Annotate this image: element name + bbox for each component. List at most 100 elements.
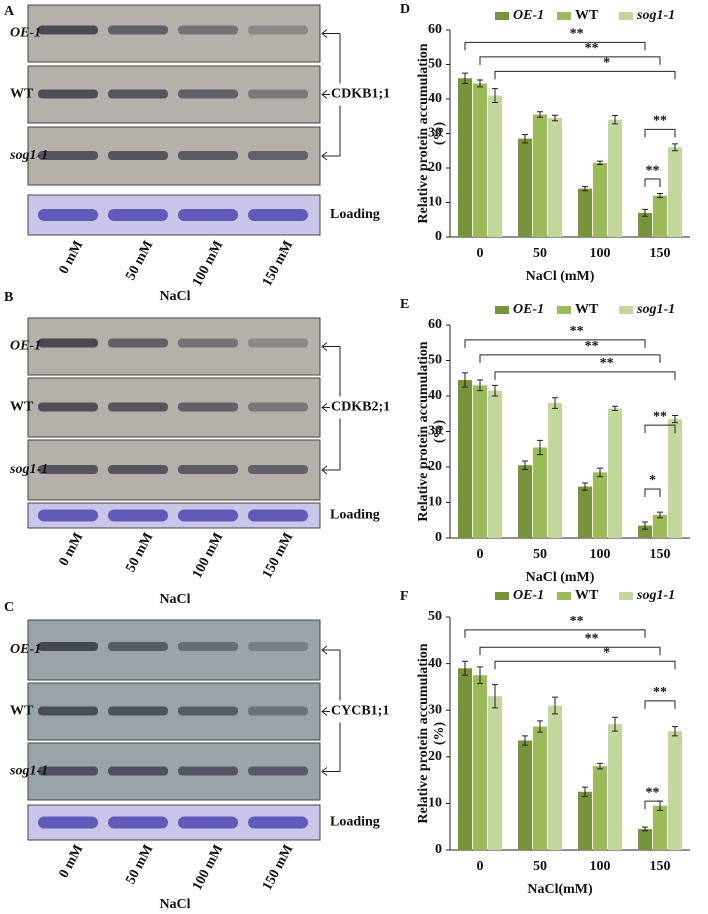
significance-bracket — [644, 424, 676, 434]
legend-label: sog1-1 — [636, 588, 675, 603]
blot-band — [38, 706, 98, 716]
blot-band — [38, 402, 98, 412]
bar — [653, 195, 667, 237]
error-bar — [657, 511, 663, 519]
blot-band — [108, 642, 168, 651]
blot-xlabel: NaCl — [159, 592, 190, 607]
lane-label: 0 mM — [57, 238, 87, 276]
x-tick-label: 100 — [590, 246, 611, 261]
arrow — [321, 151, 340, 161]
y-axis-label: (%) — [432, 122, 447, 146]
significance-bracket — [494, 371, 676, 380]
y-tick-label: 0 — [435, 530, 442, 545]
blot-band — [38, 25, 98, 35]
x-tick-label: 150 — [650, 246, 671, 261]
y-tick-label: 50 — [428, 57, 442, 72]
panel-label: A — [4, 4, 15, 19]
y-tick-label: 20 — [428, 160, 442, 175]
significance-bracket — [464, 629, 646, 638]
y-tick-label: 0 — [435, 842, 442, 857]
arrow — [321, 90, 330, 99]
bar — [533, 447, 547, 538]
error-bar — [522, 134, 528, 144]
blot-band — [108, 25, 168, 35]
bar — [668, 147, 682, 237]
lane-label: 150 mM — [260, 530, 296, 581]
loading-band — [38, 509, 98, 522]
legend-swatch — [619, 12, 633, 20]
error-bar — [537, 111, 543, 118]
y-axis-label: (%) — [432, 420, 447, 444]
legend-swatch — [557, 306, 571, 314]
y-tick-label: 30 — [428, 702, 442, 717]
blot-band — [248, 465, 308, 474]
bar — [533, 726, 547, 850]
bar — [668, 419, 682, 538]
y-tick-label: 50 — [428, 353, 442, 368]
arrow — [321, 465, 340, 475]
legend-label: OE-1 — [513, 588, 544, 603]
error-bar — [672, 726, 678, 737]
legend-swatch — [557, 592, 571, 600]
blot-band — [38, 151, 98, 160]
blot-xlabel: NaCl — [159, 897, 190, 912]
legend-label: WT — [575, 302, 599, 317]
lane-label: 50 mM — [123, 842, 156, 886]
x-axis-label: NaCl (mM) — [526, 269, 595, 284]
significance-bracket — [479, 56, 661, 65]
y-axis-label: (%) — [432, 722, 447, 746]
significance-label: ** — [646, 785, 660, 800]
row-label: OE-1 — [10, 642, 41, 657]
x-tick-label: 150 — [650, 859, 671, 874]
loading-label: Loading — [330, 508, 380, 523]
bar — [653, 805, 667, 850]
y-tick-label: 40 — [428, 388, 442, 403]
blot-band — [248, 151, 308, 160]
blot-band — [108, 706, 168, 716]
significance-bracket — [479, 354, 661, 363]
loading-band — [38, 816, 98, 829]
x-tick-label: 50 — [533, 246, 547, 261]
lane-label: 100 mM — [190, 238, 226, 289]
bar — [578, 486, 592, 538]
protein-label: CDKB2;1 — [331, 400, 390, 415]
bar — [473, 83, 487, 237]
bar — [638, 829, 652, 850]
error-bar — [672, 415, 678, 424]
legend-swatch — [495, 592, 509, 600]
row-label: sog1-1 — [9, 462, 48, 477]
legend-label: sog1-1 — [636, 302, 675, 317]
error-bar — [672, 143, 678, 152]
error-bar — [492, 384, 498, 397]
x-tick-label: 0 — [477, 859, 484, 874]
row-label: sog1-1 — [9, 148, 48, 163]
lane-label: 150 mM — [260, 238, 296, 289]
legend-label: WT — [575, 8, 599, 23]
arrow — [321, 342, 340, 351]
error-bar — [477, 79, 483, 88]
error-bar — [597, 762, 603, 770]
significance-label: ** — [585, 41, 599, 56]
y-tick-label: 30 — [428, 126, 442, 141]
significance-label: ** — [653, 685, 667, 700]
significance-bracket — [494, 70, 676, 80]
bar — [608, 724, 622, 850]
lane-label: 50 mM — [123, 530, 156, 574]
bar — [578, 791, 592, 850]
blot-band — [108, 766, 168, 776]
arrow — [321, 767, 340, 776]
lane-label: 0 mM — [57, 530, 87, 568]
legend-swatch — [619, 592, 633, 600]
loading-band — [248, 209, 308, 221]
significance-bracket — [644, 178, 661, 188]
bar — [578, 188, 592, 237]
blot-band — [178, 25, 238, 35]
x-tick-label: 50 — [533, 859, 547, 874]
arrow — [321, 29, 340, 38]
panel-label: E — [400, 297, 409, 312]
bar — [458, 78, 472, 237]
x-tick-label: 0 — [477, 246, 484, 261]
significance-bracket — [464, 41, 646, 51]
bar — [533, 114, 547, 237]
